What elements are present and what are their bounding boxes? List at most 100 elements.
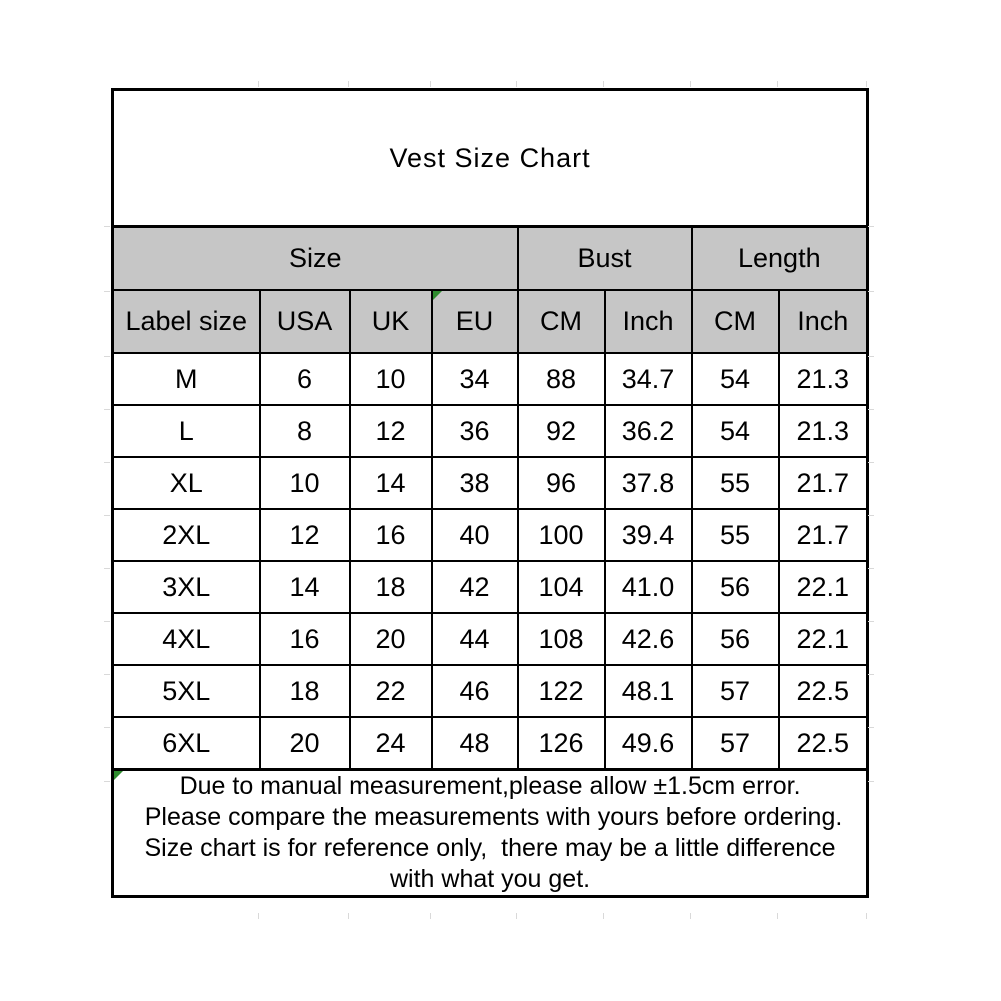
row-label-cell: M: [111, 352, 261, 406]
group-header-bust: Bust: [516, 225, 693, 291]
gridline-tick: [868, 409, 874, 410]
value-cell: 12: [258, 508, 351, 562]
row-label-cell: 4XL: [111, 612, 261, 666]
value-cell: 92: [516, 404, 606, 458]
value-cell: 18: [348, 560, 433, 614]
chart-title: Vest Size Chart: [111, 88, 869, 228]
value-cell: 36: [430, 404, 519, 458]
col-header-bust-cm: CM: [516, 289, 606, 354]
table-row-2xl: 2XL 12 16 40 100 39.4 55 21.7: [111, 508, 869, 562]
value-cell: 22.1: [777, 560, 869, 614]
value-cell: 42.6: [603, 612, 693, 666]
value-cell: 96: [516, 456, 606, 510]
group-header-row: Size Bust Length: [111, 225, 869, 291]
gridline-tick: [104, 568, 110, 569]
group-header-length: Length: [690, 225, 869, 291]
gridline-tick: [348, 913, 349, 919]
value-cell: 48: [430, 716, 519, 771]
value-cell: 22.1: [777, 612, 869, 666]
table-row-m: M 6 10 34 88 34.7 54 21.3: [111, 352, 869, 406]
value-cell: 16: [348, 508, 433, 562]
gridline-tick: [866, 81, 867, 87]
gridline-tick: [868, 621, 874, 622]
group-header-size: Size: [111, 225, 519, 291]
gridline-tick: [104, 781, 110, 782]
value-cell: 8: [258, 404, 351, 458]
value-cell: 14: [348, 456, 433, 510]
row-label-cell: L: [111, 404, 261, 458]
value-cell: 49.6: [603, 716, 693, 771]
value-cell: 36.2: [603, 404, 693, 458]
value-cell: 12: [348, 404, 433, 458]
value-cell: 54: [690, 352, 780, 406]
table-row-xl: XL 10 14 38 96 37.8 55 21.7: [111, 456, 869, 510]
value-cell: 100: [516, 508, 606, 562]
row-label-cell: 6XL: [111, 716, 261, 771]
value-cell: 104: [516, 560, 606, 614]
value-cell: 14: [258, 560, 351, 614]
gridline-tick: [430, 81, 431, 87]
table-row-5xl: 5XL 18 22 46 122 48.1 57 22.5: [111, 664, 869, 718]
value-cell: 21.3: [777, 404, 869, 458]
gridline-tick: [104, 674, 110, 675]
gridline-tick: [516, 913, 517, 919]
size-table: Vest Size Chart Size Bust Length Label s…: [111, 88, 870, 898]
value-cell: 24: [348, 716, 433, 771]
value-cell: 22: [348, 664, 433, 718]
value-cell: 42: [430, 560, 519, 614]
value-cell: 34.7: [603, 352, 693, 406]
gridline-tick: [603, 81, 604, 87]
gridline-tick: [516, 81, 517, 87]
table-row-6xl: 6XL 20 24 48 126 49.6 57 22.5: [111, 716, 869, 771]
value-cell: 22.5: [777, 664, 869, 718]
col-header-eu-label: EU: [455, 306, 494, 336]
excel-error-marker-icon: [433, 292, 442, 300]
note-line-2: Please compare the measurements with you…: [137, 803, 843, 831]
gridline-tick: [777, 81, 778, 87]
value-cell: 55: [690, 508, 780, 562]
size-chart: Vest Size Chart Size Bust Length Label s…: [111, 88, 870, 898]
gridline-tick: [690, 913, 691, 919]
gridline-tick: [104, 462, 110, 463]
gridline-tick: [868, 226, 874, 227]
gridline-tick: [104, 226, 110, 227]
table-row-3xl: 3XL 14 18 42 104 41.0 56 22.1: [111, 560, 869, 614]
gridline-tick: [868, 568, 874, 569]
col-header-label-size: Label size: [111, 289, 261, 354]
gridline-tick: [868, 356, 874, 357]
gridline-tick: [868, 674, 874, 675]
value-cell: 56: [690, 612, 780, 666]
row-label-cell: 5XL: [111, 664, 261, 718]
gridline-tick: [104, 356, 110, 357]
column-header-row: Label size USA UK EU CM Inch CM Inch: [111, 289, 869, 354]
row-label-cell: XL: [111, 456, 261, 510]
row-label-cell: 2XL: [111, 508, 261, 562]
title-row: Vest Size Chart: [111, 88, 869, 228]
value-cell: 18: [258, 664, 351, 718]
value-cell: 21.3: [777, 352, 869, 406]
value-cell: 40: [430, 508, 519, 562]
gridline-tick: [690, 81, 691, 87]
value-cell: 39.4: [603, 508, 693, 562]
gridline-tick: [104, 515, 110, 516]
value-cell: 34: [430, 352, 519, 406]
gridline-tick: [868, 781, 874, 782]
measurement-notes: Due to manual measurement,please allow ±…: [111, 768, 869, 898]
value-cell: 55: [690, 456, 780, 510]
col-header-uk: UK: [348, 289, 433, 354]
gridline-tick: [104, 727, 110, 728]
value-cell: 20: [348, 612, 433, 666]
gridline-tick: [868, 727, 874, 728]
col-header-bust-inch: Inch: [603, 289, 693, 354]
value-cell: 21.7: [777, 456, 869, 510]
gridline-tick: [866, 913, 867, 919]
gridline-tick: [868, 291, 874, 292]
value-cell: 57: [690, 716, 780, 771]
value-cell: 46: [430, 664, 519, 718]
value-cell: 6: [258, 352, 351, 406]
gridline-tick: [258, 913, 259, 919]
value-cell: 57: [690, 664, 780, 718]
gridline-tick: [348, 81, 349, 87]
gridline-tick: [104, 409, 110, 410]
